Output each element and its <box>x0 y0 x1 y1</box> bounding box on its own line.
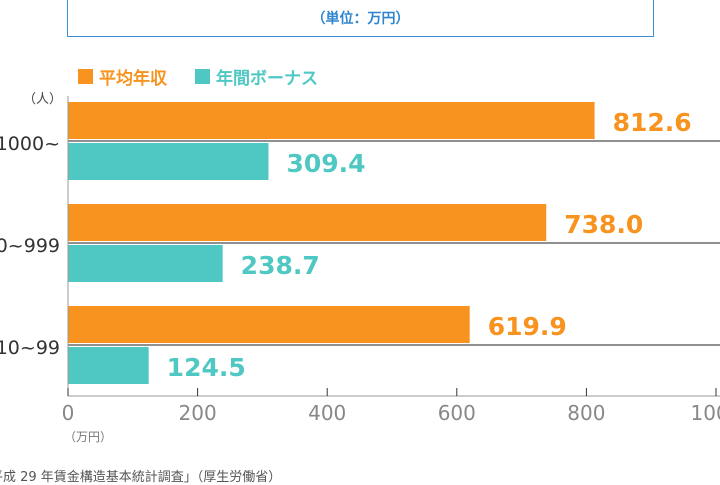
legend-label: 平均年収 <box>99 69 167 89</box>
title-box: （単位：万円） <box>67 0 654 37</box>
x-tick-label: 1000 <box>691 401 720 425</box>
bar <box>68 347 149 384</box>
data-label: 124.5 <box>167 353 246 382</box>
bar <box>68 204 547 241</box>
data-label: 619.9 <box>488 312 567 341</box>
x-tick-label: 400 <box>308 401 346 425</box>
unit-label: （単位：万円） <box>311 11 410 27</box>
x-axis-unit: （万円） <box>64 430 112 444</box>
legend: 平均年収 年間ボーナス <box>78 64 318 89</box>
category-label: 10~99 <box>0 337 60 359</box>
x-tick-label: 200 <box>179 401 217 425</box>
category-label: 1000~ <box>0 133 60 155</box>
data-label: 238.7 <box>241 251 320 280</box>
x-tick-label: 0 <box>62 401 75 425</box>
bar <box>68 306 470 343</box>
x-tick-label: 800 <box>567 401 605 425</box>
bar <box>68 102 595 139</box>
data-label: 309.4 <box>286 149 365 178</box>
category-axis-label: （人） <box>23 92 62 107</box>
data-label: 738.0 <box>564 210 643 239</box>
category-label: 100~999 <box>0 235 60 257</box>
bar <box>68 143 269 180</box>
bar <box>68 245 223 282</box>
legend-swatch <box>78 69 93 84</box>
legend-item-annual-income: 平均年収 <box>78 64 167 89</box>
x-tick-label: 600 <box>438 401 476 425</box>
source-note: 平成 29 年賃金構造基本統計調査」（厚生労働省） <box>0 470 282 485</box>
legend-label: 年間ボーナス <box>216 69 318 89</box>
legend-item-bonus: 年間ボーナス <box>195 64 318 89</box>
data-label: 812.6 <box>613 108 692 137</box>
legend-swatch <box>195 69 210 84</box>
